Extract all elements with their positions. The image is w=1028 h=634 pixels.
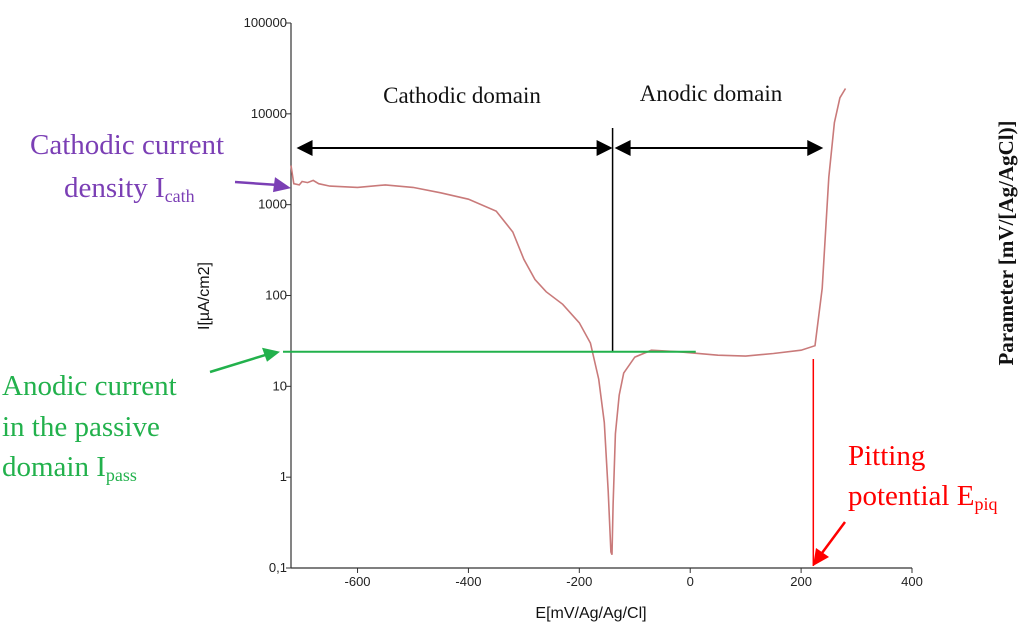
- pitting-potential-line2: potential Epiq: [848, 480, 997, 514]
- pitting-potential-subscript: piq: [974, 494, 997, 514]
- y-axis-label: I[µA/cm2]: [196, 262, 213, 330]
- x-tick-label: -200: [566, 574, 592, 589]
- cathodic-arrow-head-left: [296, 140, 313, 156]
- cathodic-current-arrow-head: [273, 177, 291, 193]
- y-tick-label: 1000: [258, 197, 287, 212]
- cathodic-current-line2: density Icath: [64, 172, 195, 206]
- x-tick-label: -600: [345, 574, 371, 589]
- passive-current-arrow-head: [262, 347, 280, 362]
- anodic-current-line2: in the passive: [2, 411, 160, 443]
- anodic-current-line1: Anodic current: [2, 370, 177, 402]
- cathodic-arrow-head-right: [596, 140, 613, 156]
- y-tick-label: 0,1: [269, 560, 287, 575]
- cathodic-domain-label: Cathodic domain: [383, 83, 541, 108]
- pitting-potential-arrow: [820, 521, 847, 554]
- cathodic-current-line1: Cathodic current: [30, 129, 224, 161]
- anodic-current-subscript: pass: [106, 465, 137, 485]
- anodic-arrow-head-left: [614, 140, 631, 156]
- y-tick-label: 100000: [244, 15, 287, 30]
- x-tick-label: 200: [790, 574, 812, 589]
- y-tick-label: 1: [280, 469, 287, 484]
- passive-current-arrow: [209, 353, 267, 374]
- cathodic-current-subscript: cath: [165, 186, 195, 206]
- pitting-potential-arrow-head: [813, 548, 829, 566]
- x-axis-ticks: -600 -400 -200 0 200 400: [345, 568, 923, 589]
- right-axis-label: Parameter [mV/[Ag/AgCl)]: [994, 120, 1018, 365]
- anodic-current-line3-text: domain I: [2, 451, 106, 483]
- polarization-curve: [290, 88, 847, 556]
- cathodic-current-arrow: [234, 180, 281, 187]
- x-tick-label: 400: [901, 574, 923, 589]
- pitting-potential-annotation: Pitting potential Epiq: [848, 440, 997, 514]
- x-axis-label: E[mV/Ag/Ag/Cl]: [535, 605, 646, 622]
- cathodic-current-annotation: Cathodic current density Icath: [30, 129, 224, 206]
- cathodic-current-line2-text: density I: [64, 172, 165, 204]
- x-tick-label: 0: [687, 574, 694, 589]
- y-tick-label: 100: [265, 288, 287, 303]
- anodic-domain-label: Anodic domain: [640, 81, 783, 106]
- pitting-potential-line2-text: potential E: [848, 480, 974, 512]
- y-tick-label: 10000: [251, 106, 287, 121]
- y-axis-ticks: 0,1 1 10 100 1000 10000 100000: [244, 15, 291, 575]
- anodic-current-line3: domain Ipass: [2, 451, 137, 485]
- y-tick-label: 10: [273, 378, 287, 393]
- anodic-current-annotation: Anodic current in the passive domain Ipa…: [2, 370, 177, 485]
- x-tick-label: -400: [455, 574, 481, 589]
- anodic-arrow-head-right: [807, 140, 824, 156]
- pitting-potential-line1: Pitting: [848, 440, 925, 472]
